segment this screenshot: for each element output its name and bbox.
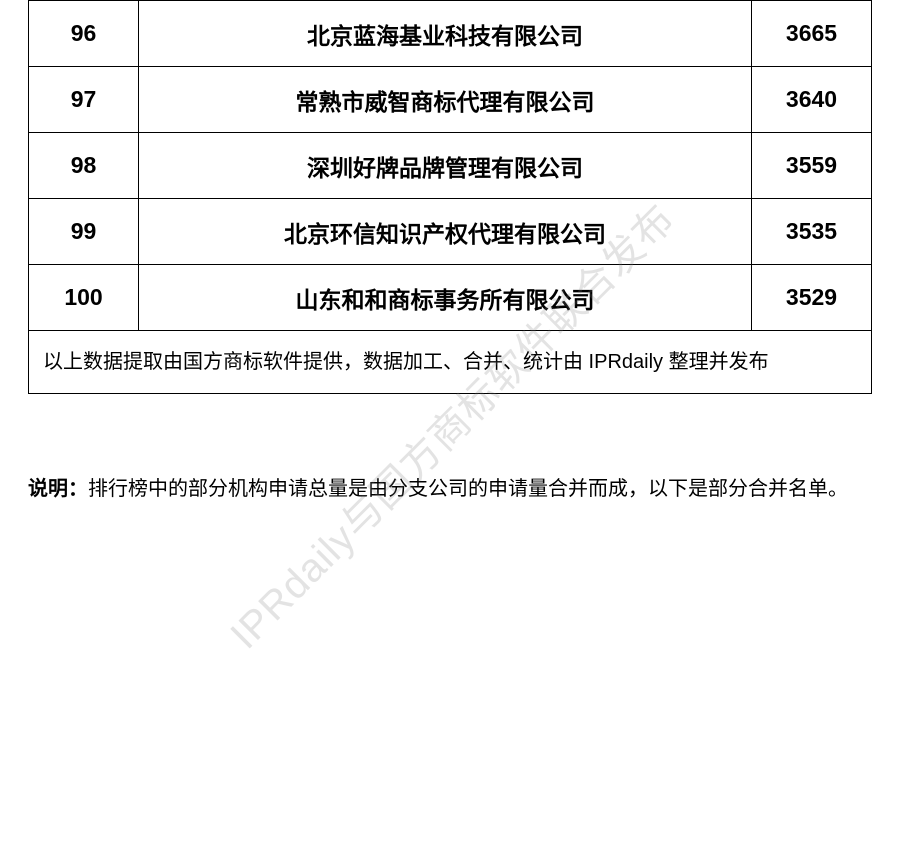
rank-cell: 96 bbox=[29, 1, 139, 67]
table-row: 96 北京蓝海基业科技有限公司 3665 bbox=[29, 1, 872, 67]
count-cell: 3559 bbox=[752, 133, 872, 199]
table-row: 99 北京环信知识产权代理有限公司 3535 bbox=[29, 199, 872, 265]
company-cell: 北京环信知识产权代理有限公司 bbox=[139, 199, 752, 265]
table-footer-cell: 以上数据提取由国方商标软件提供，数据加工、合并、统计由 IPRdaily 整理并… bbox=[29, 331, 872, 394]
company-cell: 常熟市威智商标代理有限公司 bbox=[139, 67, 752, 133]
description-block: 说明：排行榜中的部分机构申请总量是由分支公司的申请量合并而成，以下是部分合并名单… bbox=[0, 466, 900, 512]
company-cell: 深圳好牌品牌管理有限公司 bbox=[139, 133, 752, 199]
description-label: 说明： bbox=[28, 478, 88, 500]
table-row: 98 深圳好牌品牌管理有限公司 3559 bbox=[29, 133, 872, 199]
description-text: 排行榜中的部分机构申请总量是由分支公司的申请量合并而成，以下是部分合并名单。 bbox=[88, 478, 848, 500]
rank-cell: 97 bbox=[29, 67, 139, 133]
table-row: 100 山东和和商标事务所有限公司 3529 bbox=[29, 265, 872, 331]
rank-cell: 100 bbox=[29, 265, 139, 331]
count-cell: 3529 bbox=[752, 265, 872, 331]
count-cell: 3665 bbox=[752, 1, 872, 67]
ranking-table-container: 96 北京蓝海基业科技有限公司 3665 97 常熟市威智商标代理有限公司 36… bbox=[0, 0, 900, 394]
ranking-table-body: 96 北京蓝海基业科技有限公司 3665 97 常熟市威智商标代理有限公司 36… bbox=[29, 1, 872, 394]
count-cell: 3535 bbox=[752, 199, 872, 265]
table-footer-row: 以上数据提取由国方商标软件提供，数据加工、合并、统计由 IPRdaily 整理并… bbox=[29, 331, 872, 394]
ranking-table: 96 北京蓝海基业科技有限公司 3665 97 常熟市威智商标代理有限公司 36… bbox=[28, 0, 872, 394]
rank-cell: 98 bbox=[29, 133, 139, 199]
rank-cell: 99 bbox=[29, 199, 139, 265]
company-cell: 北京蓝海基业科技有限公司 bbox=[139, 1, 752, 67]
table-row: 97 常熟市威智商标代理有限公司 3640 bbox=[29, 67, 872, 133]
company-cell: 山东和和商标事务所有限公司 bbox=[139, 265, 752, 331]
count-cell: 3640 bbox=[752, 67, 872, 133]
